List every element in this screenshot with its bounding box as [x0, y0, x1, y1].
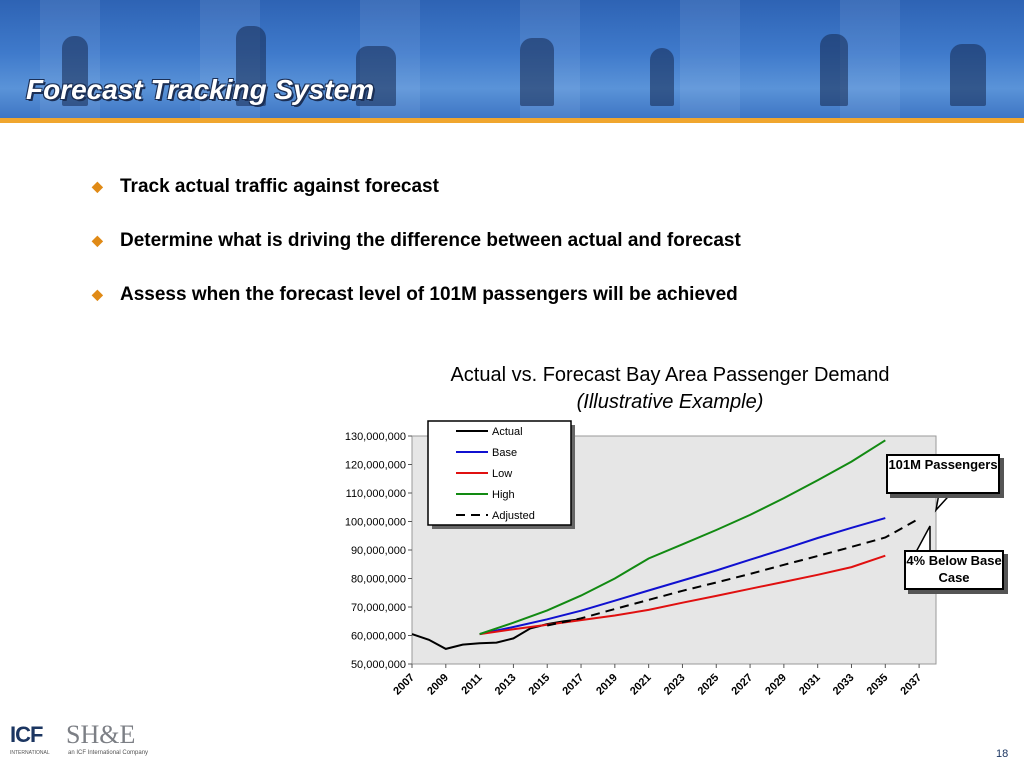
- x-tick-label: 2033: [831, 672, 857, 698]
- series-line-high: [479, 439, 886, 636]
- x-tick-label: 2025: [696, 672, 722, 698]
- she-logo-subtext: an ICF International Company: [68, 750, 149, 756]
- banner-silhouette: [236, 26, 266, 106]
- chart-title-block: Actual vs. Forecast Bay Area Passenger D…: [360, 362, 980, 416]
- y-tick-label: 130,000,000: [345, 431, 406, 443]
- x-tick-label: 2023: [662, 672, 688, 698]
- banner-silhouette: [520, 38, 554, 106]
- bullet-text: Track actual traffic against forecast: [120, 176, 439, 197]
- y-tick-label: 120,000,000: [345, 460, 406, 472]
- legend-label-actual: Actual: [492, 426, 523, 438]
- x-tick-label: 2015: [527, 672, 553, 698]
- bullet-text: Assess when the forecast level of 101M p…: [120, 284, 738, 305]
- y-tick-label: 90,000,000: [351, 545, 406, 557]
- header-banner: [0, 0, 1024, 118]
- series-line-base: [479, 517, 886, 636]
- callout-text: 101M Passengers: [888, 457, 998, 472]
- legend-label-adjusted: Adjusted: [492, 510, 535, 522]
- she-logo: SH&E: [66, 720, 136, 749]
- callout-text: 4% Below Base Case: [906, 553, 1002, 585]
- y-tick-label: 70,000,000: [351, 602, 406, 614]
- bullet-list: ◆ Track actual traffic against forecast ◆…: [92, 176, 741, 338]
- footer: [0, 718, 1024, 768]
- callout-4pct-below: 4% Below Base Case: [904, 550, 1004, 590]
- legend-label-low: Low: [492, 468, 512, 480]
- diamond-bullet-icon: ◆: [92, 232, 103, 248]
- x-tick-label: 2027: [729, 672, 755, 698]
- legend-label-high: High: [492, 489, 515, 501]
- banner-accent-stripe: [0, 118, 1024, 123]
- bullet-item: ◆ Assess when the forecast level of 101M …: [92, 284, 741, 338]
- x-tick-label: 2007: [391, 672, 417, 698]
- slide-title: Forecast Tracking System: [26, 74, 375, 105]
- banner-silhouette: [650, 48, 674, 106]
- legend-box: [427, 420, 572, 526]
- icf-logo: ICF: [10, 722, 43, 747]
- diamond-bullet-icon: ◆: [92, 178, 103, 194]
- bullet-item: ◆ Determine what is driving the differenc…: [92, 230, 741, 284]
- banner-silhouette: [356, 46, 396, 106]
- page-number: 18: [996, 748, 1009, 760]
- bullet-item: ◆ Track actual traffic against forecast: [92, 176, 741, 230]
- icf-logo-subtext: INTERNATIONAL: [10, 750, 50, 756]
- banner-window: [680, 0, 740, 118]
- legend-label-base: Base: [492, 447, 517, 459]
- chart-title: Actual vs. Forecast Bay Area Passenger D…: [450, 364, 890, 386]
- banner-silhouette: [950, 44, 986, 106]
- chart-subtitle: (Illustrative Example): [576, 391, 764, 413]
- x-tick-label: 2011: [459, 672, 484, 697]
- x-tick-label: 2037: [898, 672, 924, 698]
- y-tick-label: 60,000,000: [351, 631, 406, 643]
- bullet-text: Determine what is driving the difference…: [120, 230, 741, 251]
- banner-silhouette: [62, 36, 88, 106]
- x-tick-label: 2017: [560, 672, 586, 698]
- x-tick-label: 2031: [797, 672, 823, 698]
- x-tick-label: 2021: [628, 672, 654, 698]
- y-tick-label: 80,000,000: [351, 574, 406, 586]
- callout-101m-passengers: 101M Passengers: [886, 454, 1000, 494]
- x-tick-label: 2013: [493, 672, 519, 698]
- x-tick-label: 2019: [594, 672, 620, 698]
- x-tick-label: 2035: [865, 672, 891, 698]
- banner-window: [840, 0, 900, 118]
- diamond-bullet-icon: ◆: [92, 286, 103, 302]
- y-tick-label: 110,000,000: [346, 488, 406, 500]
- y-tick-label: 100,000,000: [345, 517, 406, 529]
- y-tick-label: 50,000,000: [351, 659, 406, 671]
- series-line-adjusted: [546, 517, 920, 627]
- x-tick-label: 2029: [763, 672, 789, 698]
- banner-silhouette: [820, 34, 848, 106]
- x-tick-label: 2009: [425, 672, 451, 698]
